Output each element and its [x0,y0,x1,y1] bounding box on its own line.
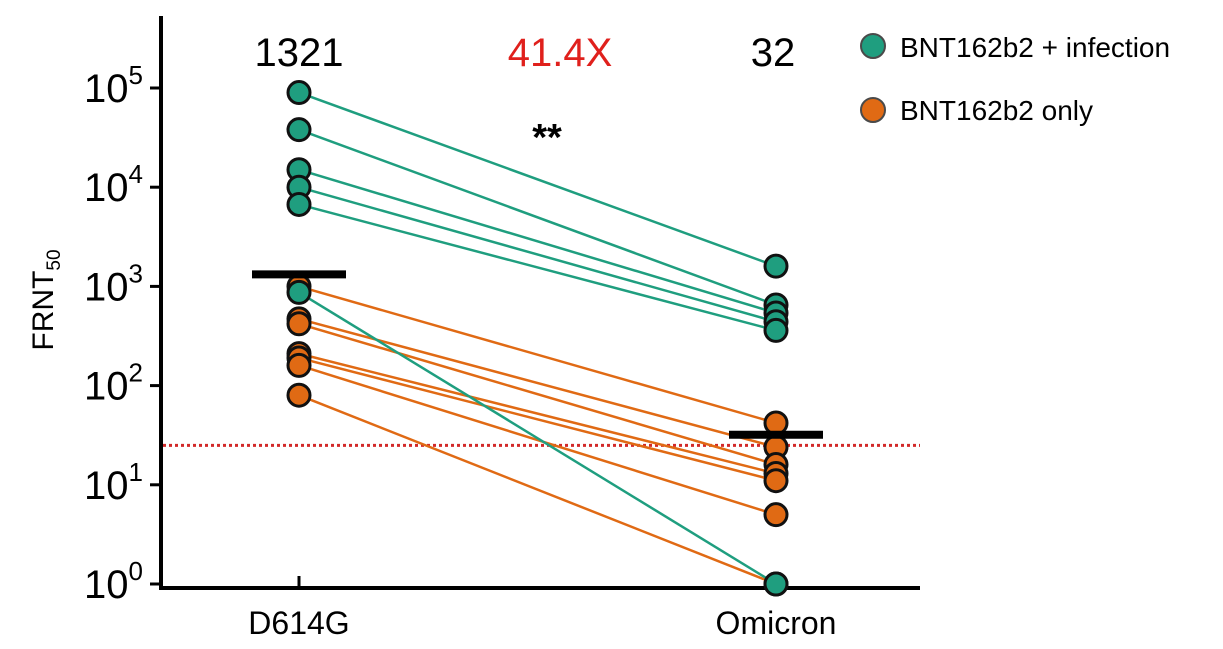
y-axis-label-sub: 50 [44,249,65,270]
data-point-s0-5-omicron [763,571,789,597]
y-tick-label-5: 105 [84,60,143,111]
pair-line-s0-2 [298,168,777,315]
pair-line-s1-1 [298,317,777,449]
y-tick-exp-5: 5 [129,60,143,90]
y-tick-base-4: 10 [84,166,129,210]
data-point-s1-2-d614g [286,311,312,337]
data-point-s1-5-omicron [763,502,789,528]
y-tick-exp-4: 4 [129,159,143,189]
y-tick-base-0: 10 [84,563,129,607]
data-point-s1-4-omicron [763,468,789,494]
y-tick-label-0: 100 [84,556,143,607]
pair-line-s0-3 [298,185,777,323]
pair-line-s1-0 [298,285,777,425]
x-tick-label-d614g: D614G [248,605,349,641]
y-tick-exp-0: 0 [129,556,143,586]
pair-line-s1-3 [298,352,777,475]
data-points [286,80,789,597]
y-tick-label-1: 101 [84,457,143,508]
y-tick-exp-1: 1 [129,457,143,487]
pair-line-s1-6 [298,394,777,586]
data-point-s0-0-d614g [286,80,312,106]
y-tick-base-1: 10 [84,464,129,508]
data-point-s0-1-d614g [286,117,312,143]
x-tick-label-omicron: Omicron [716,605,837,641]
y-tick-label-3: 103 [84,258,143,309]
y-tick-label-2: 102 [84,358,143,409]
legend-marker-vaccine-only [860,97,886,123]
legend-label-vaccine-only: BNT162b2 only [900,95,1093,126]
legend-marker-infection [860,33,886,59]
y-tick-exp-3: 3 [129,258,143,288]
y-axis-label-main: FRNT [27,271,60,351]
fold-change-label: 41.4X [508,31,613,75]
data-point-s1-5-d614g [286,352,312,378]
data-point-s0-5-d614g [286,279,312,305]
data-point-s0-4-omicron [763,317,789,343]
pair-line-s1-4 [298,356,777,482]
pair-line-s0-1 [298,128,777,307]
pair-line-s0-5 [298,291,777,586]
x-ticks: D614G Omicron [248,576,836,641]
y-tick-exp-2: 2 [129,358,143,388]
y-tick-label-4: 104 [84,159,143,210]
significance-label: ** [532,117,562,159]
pair-line-s1-2 [298,322,777,466]
y-tick-base-2: 10 [84,365,129,409]
group-value-omicron: 32 [751,31,796,75]
group-value-d614g: 1321 [255,31,344,75]
pair-line-s0-4 [298,203,777,332]
data-point-s1-0-omicron [763,410,789,436]
pair-line-s1-5 [298,364,777,516]
data-point-s0-0-omicron [763,253,789,279]
data-point-s0-4-d614g [286,191,312,217]
pair-lines [298,91,777,586]
y-tick-base-3: 10 [84,265,129,309]
y-axis-label: FRNT50 [27,249,65,350]
pair-line-s0-0 [298,91,777,268]
y-tick-base-5: 10 [84,67,129,111]
data-point-s1-6-d614g [286,382,312,408]
legend: BNT162b2 + infection BNT162b2 only [860,32,1170,126]
geomean-bars [252,270,823,439]
legend-label-infection: BNT162b2 + infection [900,32,1170,63]
